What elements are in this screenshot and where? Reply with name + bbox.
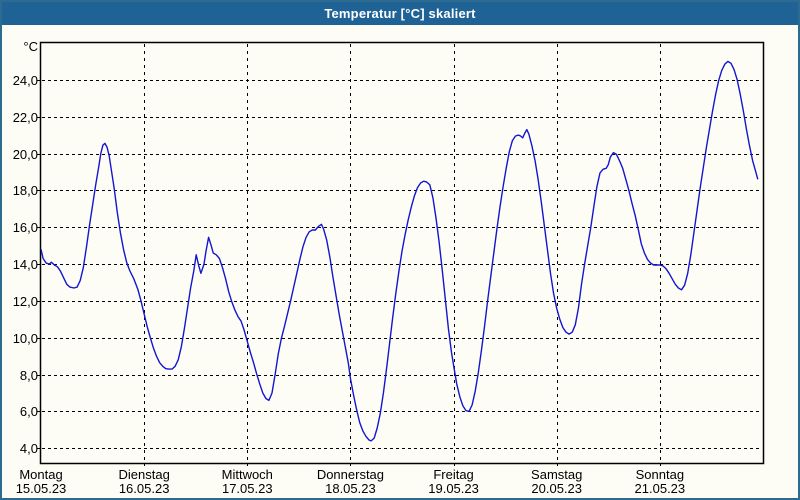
day-name: Donnerstag [316, 467, 385, 482]
y-axis-unit-label: °C [23, 39, 38, 54]
chart-region: 4,0 6,0 8,0 10,0 12,0 14,0 16,0 18,0 20,0 22,0 24,… [2, 25, 798, 498]
x-axis-day-label: Mittwoch 17.05.23 [195, 468, 299, 496]
day-date: 16.05.23 [118, 481, 170, 496]
x-axis-day-label: Freitag 19.05.23 [402, 468, 506, 496]
y-tick-label: 10,0 [12, 330, 38, 346]
day-name: Sonntag [635, 467, 685, 482]
day-name: Freitag [433, 467, 474, 482]
x-axis-day-label: Sonntag 21.05.23 [608, 468, 712, 496]
day-name: Montag [19, 467, 63, 482]
day-date: 19.05.23 [428, 481, 479, 496]
window-title: Temperatur [°C] skaliert [324, 6, 476, 21]
x-axis-day-label: Donnerstag 18.05.23 [298, 468, 402, 496]
y-tick-label: 24,0 [12, 72, 38, 88]
day-name: Dienstag [118, 467, 170, 482]
plot-frame [39, 41, 765, 465]
y-tick-label: 14,0 [12, 256, 38, 272]
day-date: 15.05.23 [15, 481, 67, 496]
series-temperatur [40, 60, 759, 442]
day-name: Samstag [531, 467, 583, 482]
x-axis-day-label: Dienstag 16.05.23 [92, 468, 196, 496]
day-name: Mittwoch [221, 467, 273, 482]
y-tick-label: 4,0 [19, 440, 38, 456]
temperature-line-chart [37, 41, 765, 469]
y-tick-label: 20,0 [12, 146, 38, 162]
x-axis-day-label: Montag 15.05.23 [2, 467, 93, 496]
day-date: 20.05.23 [531, 481, 582, 496]
day-date: 21.05.23 [634, 481, 686, 496]
y-tick-label: 18,0 [12, 182, 38, 198]
y-tick-label: 8,0 [19, 367, 38, 383]
window-titlebar[interactable]: Temperatur [°C] skaliert [2, 2, 798, 25]
x-axis-day-label: Samstag 20.05.23 [505, 468, 609, 496]
y-tick-label: 12,0 [12, 293, 38, 309]
y-tick-label: 22,0 [12, 109, 38, 125]
y-tick-label: 6,0 [19, 403, 38, 419]
day-date: 17.05.23 [221, 481, 273, 496]
y-tick-label: 16,0 [12, 219, 38, 235]
day-date: 18.05.23 [325, 481, 376, 496]
